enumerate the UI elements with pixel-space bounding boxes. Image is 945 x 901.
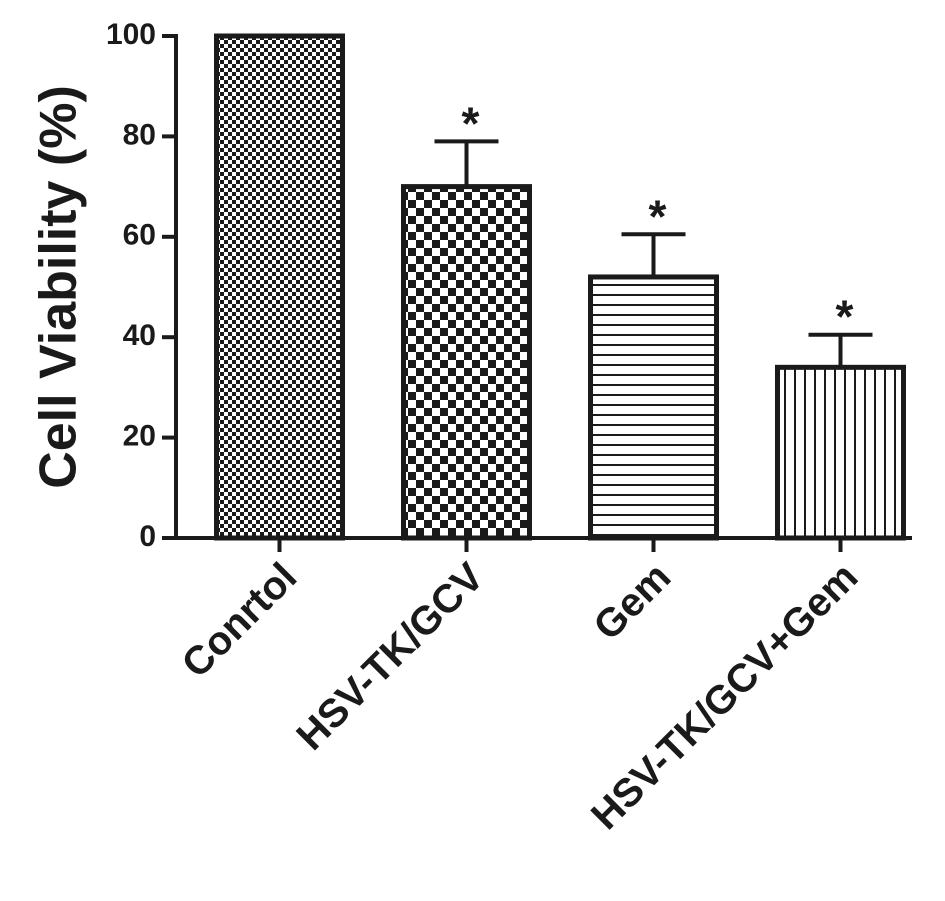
x-category-label: HSV-TK/GCV [288,555,492,759]
y-axis-title: Cell Viability (%) [30,85,88,489]
y-tick-label: 0 [139,520,156,553]
y-tick-label: 60 [123,219,156,252]
bar-3 [588,274,719,541]
y-tick-label: 80 [123,118,156,151]
x-category-label: Gem [585,555,679,649]
plot-area: 020406080100Conrtol*HSV-TK/GCV*Gem*HSV-T… [106,18,912,838]
x-category-label: Conrtol [174,555,306,687]
significance-marker: * [836,291,854,343]
significance-marker: * [649,190,667,242]
bar-1 [214,33,345,541]
y-tick-label: 40 [123,319,156,352]
significance-marker: * [462,97,480,149]
bar-4 [775,364,906,541]
bar-2 [401,184,532,541]
y-tick-label: 100 [106,18,156,51]
y-tick-label: 20 [123,420,156,453]
